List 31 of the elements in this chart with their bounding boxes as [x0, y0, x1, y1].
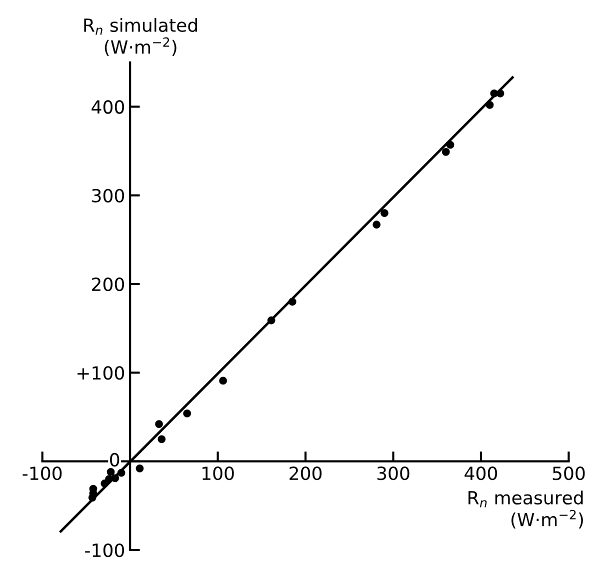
point: [136, 464, 144, 472]
point: [155, 420, 163, 428]
y-tick-label: 200: [92, 277, 124, 292]
point: [158, 435, 166, 444]
point: [446, 140, 454, 149]
point: [496, 89, 504, 98]
x-axis-title: R$_{n}$ measured (W·m$^{−2}$): [468, 490, 583, 529]
y-tick-label: -100: [85, 543, 124, 558]
point: [117, 468, 126, 477]
y-tick-label: 300: [92, 188, 124, 202]
point: [183, 410, 192, 418]
point: [380, 209, 388, 218]
y-axis-title: R$_{n}$ simulated (W·m$^{−2}$): [84, 18, 197, 56]
x-tick-label: 400: [464, 466, 498, 480]
point: [288, 298, 296, 306]
point: [100, 480, 109, 488]
point: [219, 376, 228, 385]
x-tick-label: -100: [22, 466, 62, 480]
point: [486, 100, 494, 109]
y-tick-label: 0: [110, 452, 120, 467]
point: [490, 89, 498, 98]
point: [442, 148, 450, 156]
point: [372, 220, 381, 229]
x-tick-label: 100: [202, 466, 234, 480]
y-tick-label: +100: [78, 366, 124, 380]
point: [106, 468, 115, 476]
x-tick-label: 200: [290, 466, 322, 480]
y-tick-label: 400: [92, 100, 124, 114]
point: [267, 316, 276, 324]
x-tick-label: 300: [377, 466, 410, 480]
x-tick-label: 500: [552, 466, 585, 480]
